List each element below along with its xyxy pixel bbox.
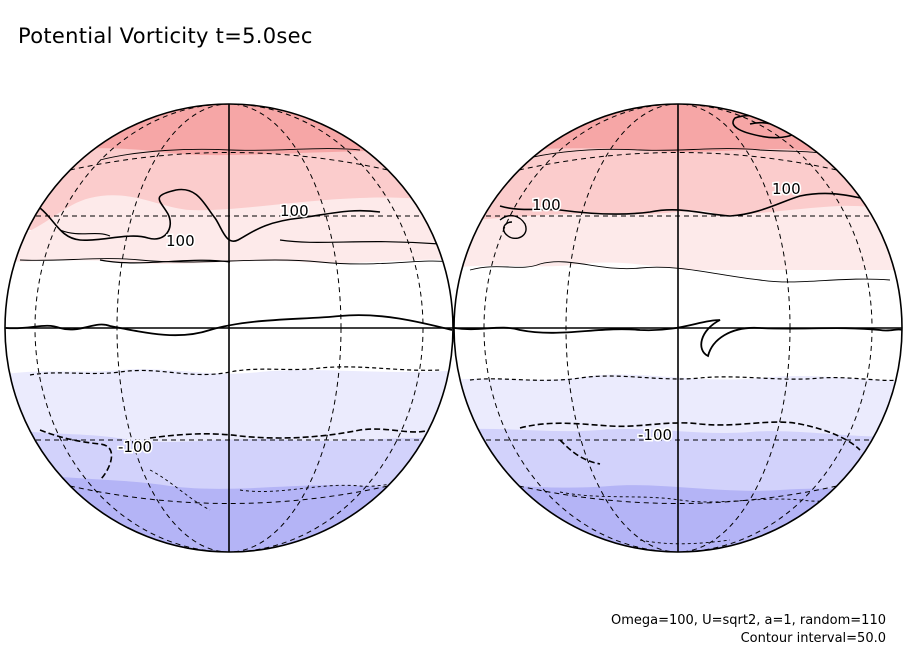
globe-west-fill xyxy=(5,104,453,552)
globe-west-outline xyxy=(4,103,454,553)
globe-east: 100 100 -100 xyxy=(453,103,903,553)
contour-label: 100 xyxy=(772,180,801,198)
band-north-low xyxy=(5,195,453,265)
contour-west-fine-north xyxy=(19,148,451,265)
band-equator xyxy=(454,262,902,380)
axes-east xyxy=(454,104,902,552)
globe-east-outline xyxy=(453,103,903,553)
contour-label: 100 xyxy=(166,232,195,250)
plot-title: Potential Vorticity t=5.0sec xyxy=(18,24,313,48)
contour-east-negative-100 xyxy=(519,421,861,465)
contour-east-knot xyxy=(499,214,527,240)
contour-east-fine-north xyxy=(469,148,891,283)
contour-label: 100 xyxy=(532,196,561,214)
band-south-high xyxy=(454,480,902,552)
band-north-low xyxy=(454,205,902,270)
caption-parameters: Omega=100, U=sqrt2, a=1, random=110 xyxy=(610,613,886,628)
contour-east-positive-100 xyxy=(499,192,871,217)
contour-west-negative-100 xyxy=(39,428,431,481)
band-equator xyxy=(5,259,453,375)
contour-west-positive-100 xyxy=(39,188,381,242)
axes-west xyxy=(5,104,453,552)
contour-label: -100 xyxy=(118,438,152,456)
globe-east-fill xyxy=(454,104,902,552)
globe-west: 100 100 -100 xyxy=(4,103,454,553)
caption-contour-interval: Contour interval=50.0 xyxy=(740,631,886,646)
contour-label: -100 xyxy=(638,426,672,444)
contour-label: 100 xyxy=(280,202,309,220)
